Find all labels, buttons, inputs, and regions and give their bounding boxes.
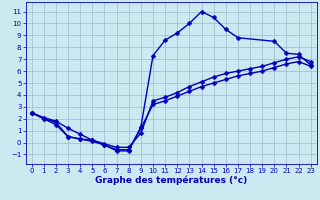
X-axis label: Graphe des températures (°c): Graphe des températures (°c) [95, 176, 247, 185]
